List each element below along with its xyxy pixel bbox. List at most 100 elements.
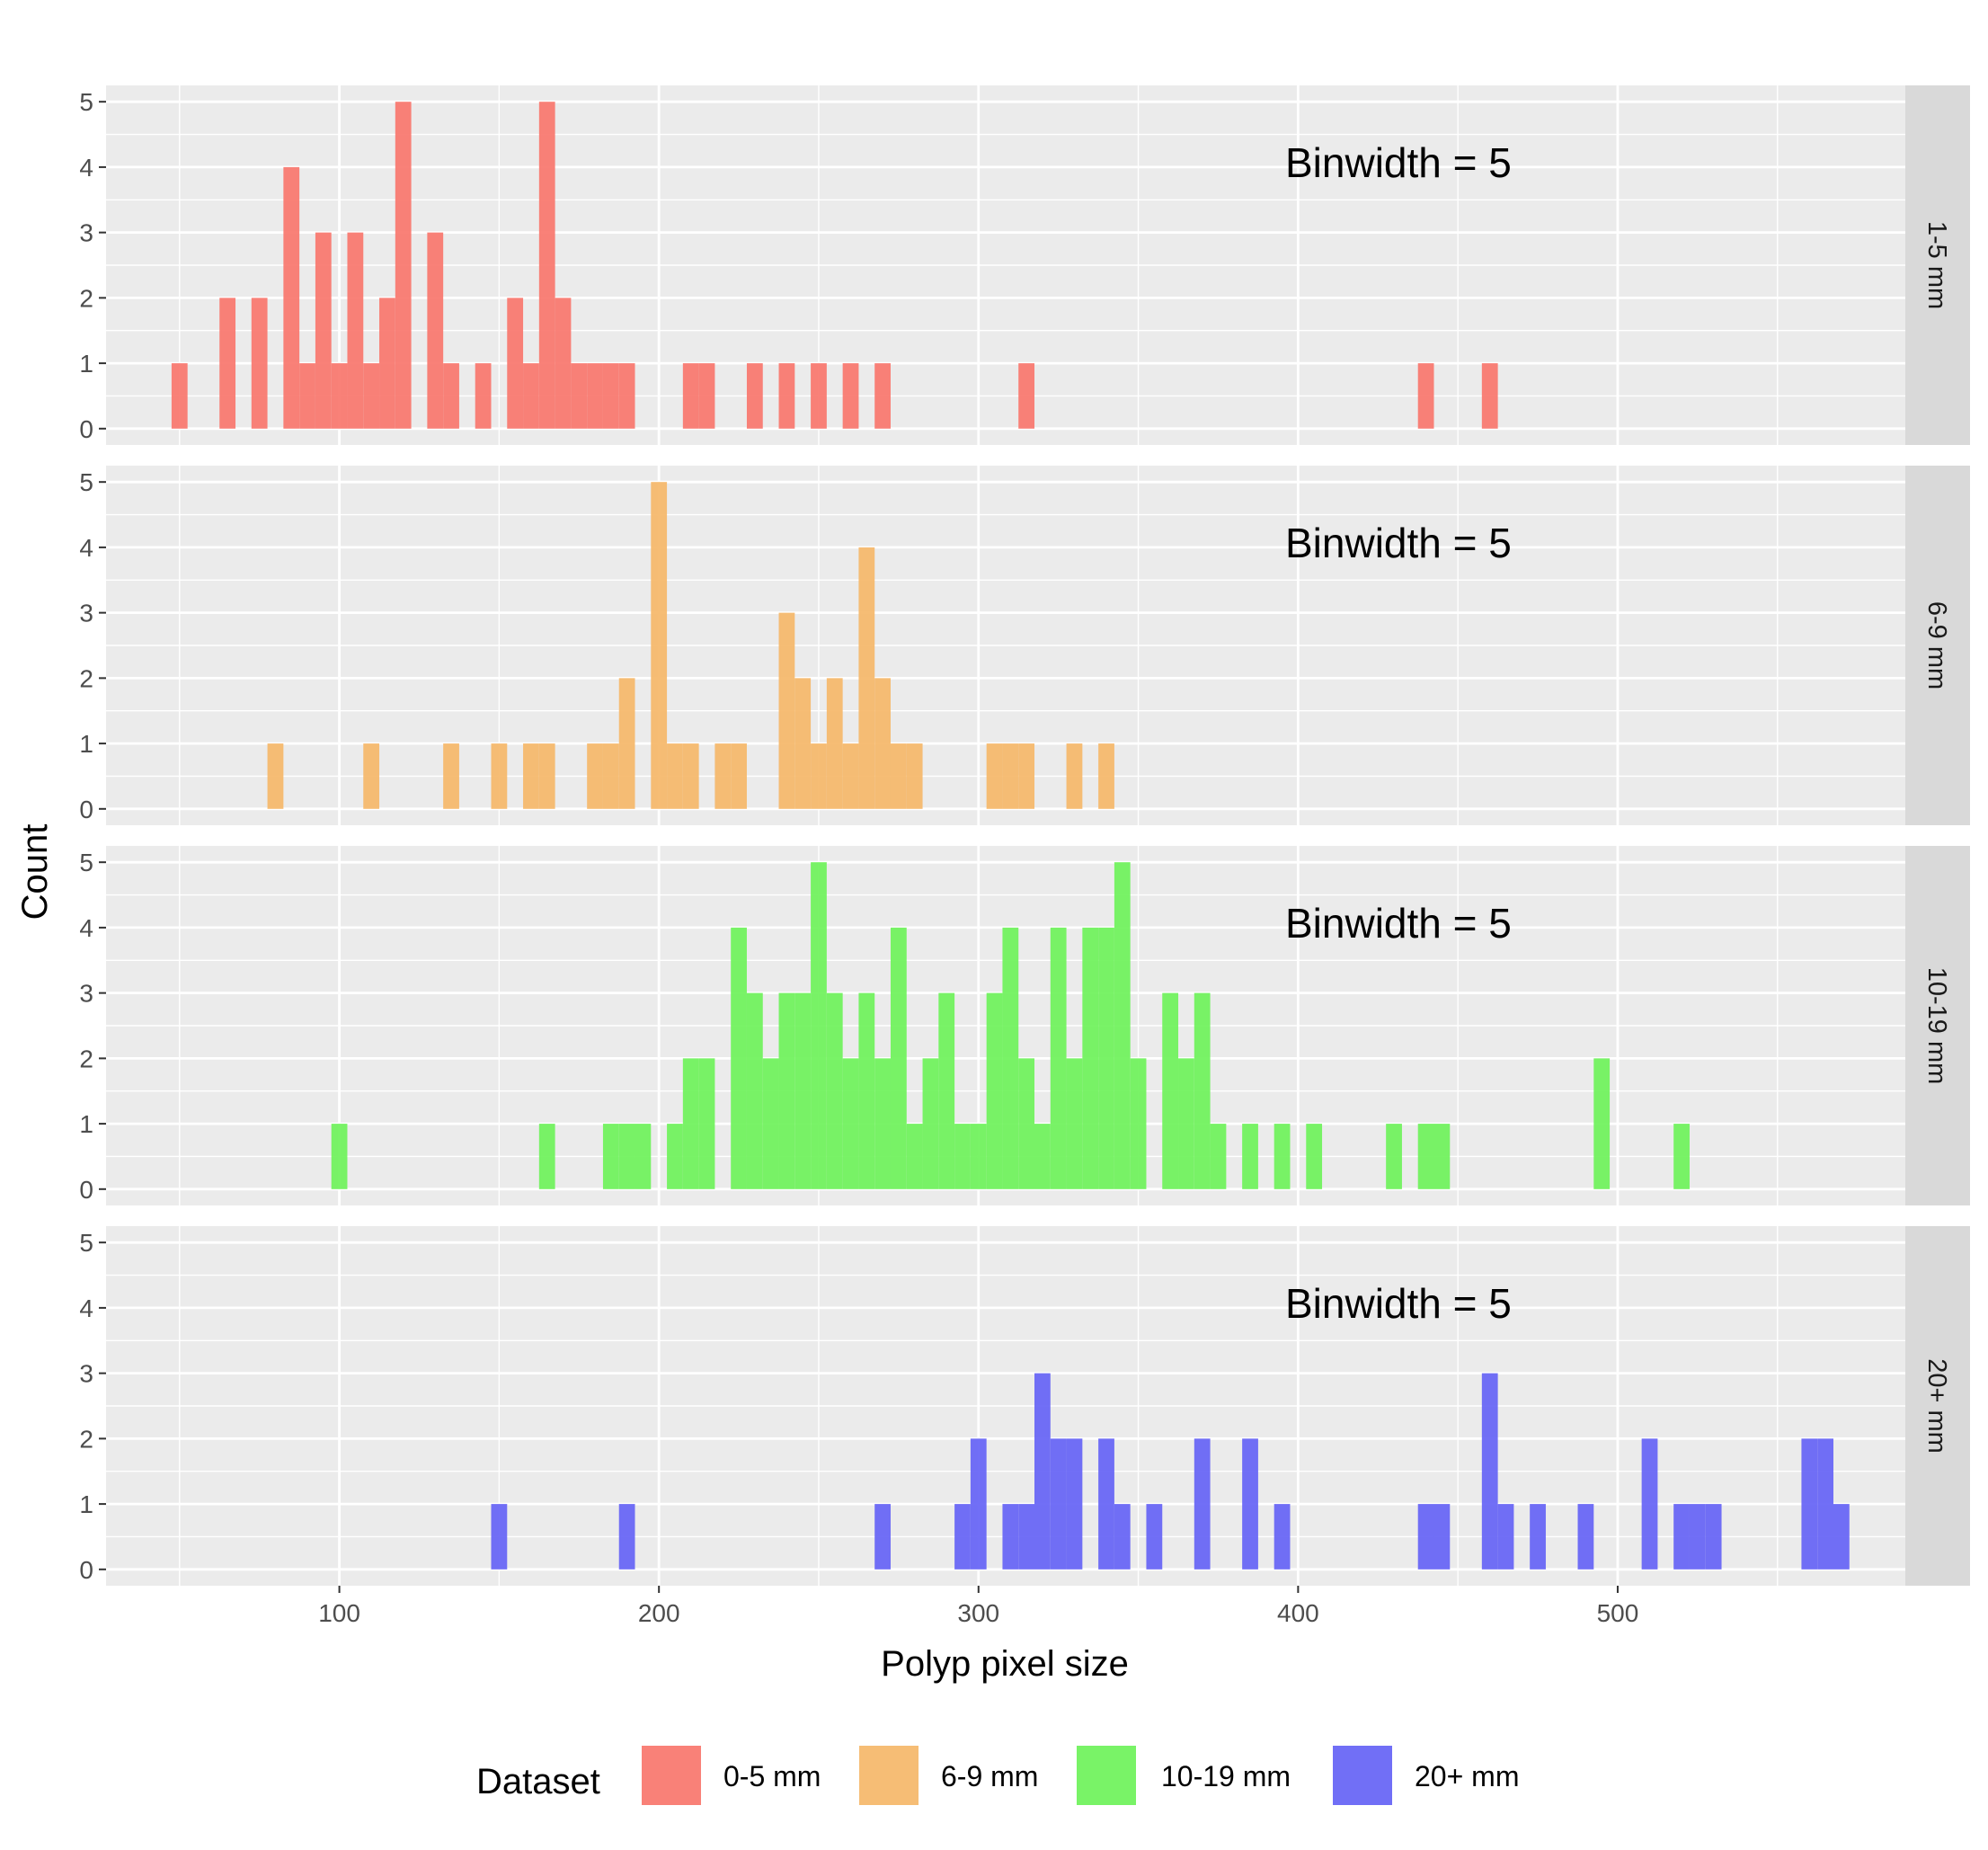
histogram-bar — [443, 743, 459, 809]
histogram-bar — [1417, 363, 1434, 429]
histogram-bar — [651, 482, 668, 809]
facet-strip — [1905, 85, 1970, 445]
histogram-bar — [1274, 1504, 1291, 1570]
histogram-bar — [219, 298, 236, 429]
histogram-bar — [1497, 1504, 1514, 1570]
histogram-bar — [491, 1504, 508, 1570]
y-tick-label: 0 — [79, 415, 93, 443]
histogram-bar — [1386, 1124, 1402, 1189]
histogram-bar — [1689, 1504, 1706, 1570]
histogram-bar — [906, 1124, 923, 1189]
histogram-bar — [555, 298, 572, 429]
histogram-bar — [523, 743, 539, 809]
y-tick-label: 4 — [79, 1294, 93, 1322]
histogram-bar — [523, 363, 539, 429]
histogram-bar — [858, 992, 875, 1189]
histogram-bar — [1002, 1504, 1019, 1570]
histogram-bar — [1673, 1124, 1690, 1189]
histogram-bar — [922, 1058, 939, 1189]
y-tick-label: 3 — [79, 600, 93, 627]
histogram-bar — [1433, 1504, 1451, 1570]
histogram-bar — [1433, 1124, 1451, 1189]
panels-layer: 0 1 2 3 4 5 Binwidth = 5 1-5 mm 0 1 2 3 4 5 Binwidth =… — [79, 85, 1970, 1586]
histogram-bar — [682, 363, 699, 429]
histogram-bar — [858, 547, 875, 809]
facet-strip-label: 20+ mm — [1922, 1358, 1951, 1454]
histogram-bar — [794, 678, 812, 809]
facet-strip-label: 6-9 mm — [1922, 601, 1951, 689]
histogram-bar — [986, 743, 1003, 809]
histogram-bar — [1018, 363, 1035, 429]
histogram-bar — [811, 743, 827, 809]
histogram-bar — [1018, 1504, 1035, 1570]
histogram-bar — [1817, 1438, 1833, 1570]
legend-label: 0-5 mm — [723, 1760, 821, 1792]
y-tick-label: 3 — [79, 1360, 93, 1388]
histogram-bar — [890, 743, 907, 809]
facet-strip — [1905, 466, 1970, 825]
histogram-bar — [1210, 1124, 1227, 1189]
y-tick-label: 5 — [79, 849, 93, 876]
histogram-bar — [538, 102, 555, 429]
binwidth-annotation: Binwidth = 5 — [1285, 1280, 1512, 1327]
histogram-bar — [906, 743, 923, 809]
histogram-bar — [1530, 1504, 1546, 1570]
histogram-bar — [826, 992, 843, 1189]
histogram-bar — [1242, 1438, 1258, 1570]
histogram-bar — [954, 1124, 971, 1189]
histogram-bar — [538, 743, 555, 809]
histogram-bar — [1114, 1504, 1131, 1570]
histogram-bar — [731, 743, 747, 809]
y-tick-label: 1 — [79, 350, 93, 378]
y-tick-label: 1 — [79, 730, 93, 758]
histogram-bar — [826, 678, 843, 809]
histogram-bar — [667, 743, 683, 809]
histogram-bar — [1242, 1124, 1258, 1189]
histogram-bar — [363, 743, 380, 809]
histogram-bar — [1050, 927, 1067, 1189]
histogram-bar — [507, 298, 524, 429]
histogram-bar — [1194, 1438, 1211, 1570]
y-tick-label: 2 — [79, 664, 93, 692]
histogram-bar — [618, 1504, 635, 1570]
facet-panel: 0 1 2 3 4 5 Binwidth = 5 10-19 mm — [79, 846, 1970, 1205]
histogram-bar — [667, 1124, 683, 1189]
histogram-bar — [1002, 927, 1019, 1189]
histogram-bar — [842, 1058, 859, 1189]
histogram-bar — [1114, 862, 1131, 1189]
histogram-bar — [618, 363, 635, 429]
histogram-bar — [1082, 927, 1099, 1189]
facet-strip-label: 10-19 mm — [1922, 967, 1951, 1085]
legend-title: Dataset — [476, 1762, 600, 1801]
histogram-bar — [698, 1058, 715, 1189]
histogram-bar — [395, 102, 412, 429]
legend-label: 10-19 mm — [1161, 1760, 1291, 1792]
histogram-bar — [538, 1124, 555, 1189]
histogram-bar — [379, 298, 395, 429]
histogram-bar — [587, 743, 603, 809]
histogram-bar — [1417, 1124, 1434, 1189]
histogram-bar — [811, 363, 827, 429]
histogram-bar — [842, 743, 859, 809]
histogram-bar — [475, 363, 492, 429]
histogram-bar — [491, 743, 508, 809]
y-tick-label: 0 — [79, 796, 93, 823]
x-tick-label: 300 — [957, 1599, 999, 1627]
legend: Dataset 0-5 mm 6-9 mm 10-19 mm 20+ mm — [476, 1746, 1519, 1805]
y-tick-label: 1 — [79, 1110, 93, 1138]
histogram-bar — [443, 363, 459, 429]
histogram-bar — [251, 298, 268, 429]
histogram-bar — [1034, 1124, 1051, 1189]
histogram-bar — [778, 363, 795, 429]
histogram-bar — [746, 992, 763, 1189]
histogram-bar — [331, 363, 348, 429]
x-axis: 100 200 300 400 500 — [318, 1586, 1638, 1627]
y-tick-label: 0 — [79, 1556, 93, 1584]
histogram-bar — [1705, 1504, 1722, 1570]
y-tick-label: 5 — [79, 88, 93, 116]
histogram-bar — [618, 678, 635, 809]
histogram-bar — [1178, 1058, 1194, 1189]
histogram-bar — [1274, 1124, 1291, 1189]
legend-key — [1077, 1746, 1136, 1805]
